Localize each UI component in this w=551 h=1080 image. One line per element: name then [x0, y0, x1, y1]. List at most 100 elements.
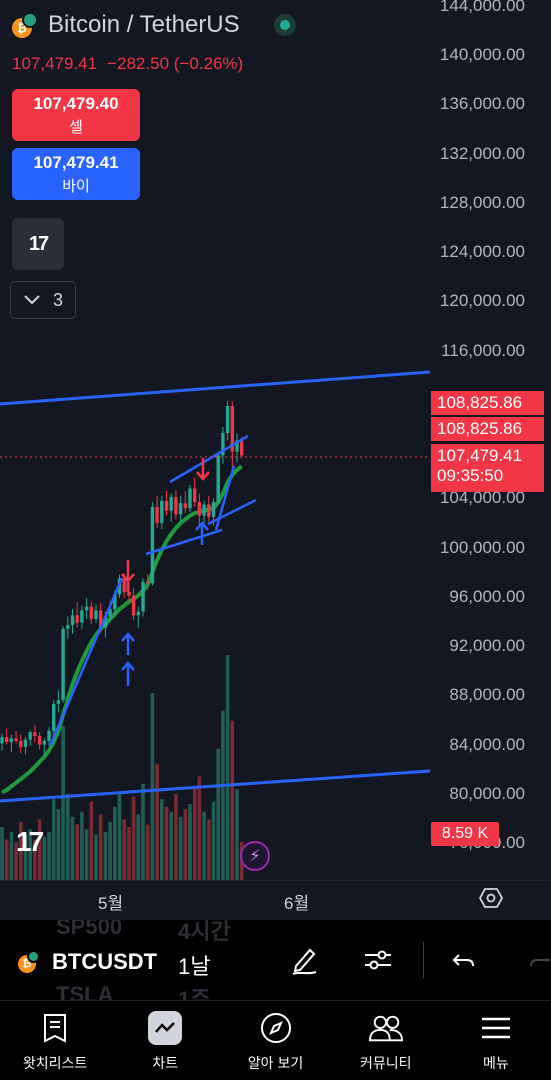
- candle: [146, 574, 150, 590]
- candle-body: [230, 406, 234, 452]
- candle-body: [103, 616, 108, 628]
- volume-bar: [4, 839, 9, 880]
- candle: [42, 738, 46, 756]
- volume-bar: [202, 811, 206, 880]
- btc-usdt-coin-icon: ₿: [12, 10, 42, 40]
- candle: [202, 500, 206, 525]
- candle: [141, 578, 145, 617]
- candle-body: [80, 610, 84, 623]
- candle-body: [33, 732, 37, 736]
- channel-line-a: [145, 528, 223, 556]
- drawings-layer: [0, 370, 431, 803]
- symbol-selector[interactable]: ₿ BTCUSDT: [18, 949, 157, 975]
- volume-bar: [14, 842, 18, 880]
- candle: [230, 401, 234, 469]
- nav-menu[interactable]: 메뉴: [441, 1001, 551, 1080]
- nav-label: 메뉴: [483, 1055, 509, 1071]
- time-axis[interactable]: 5월 6월: [0, 880, 551, 920]
- candle: [169, 493, 173, 522]
- candle-body: [136, 611, 140, 616]
- symbol-header[interactable]: ₿ Bitcoin / TetherUS: [12, 10, 296, 40]
- candle-body: [127, 591, 131, 596]
- volume-bar: [80, 811, 84, 880]
- candle-body: [5, 737, 9, 743]
- candle-body: [113, 594, 117, 610]
- sell-button[interactable]: 107,479.40 셀: [12, 89, 140, 141]
- candle-body: [99, 610, 103, 628]
- candle: [160, 495, 164, 530]
- chart-icon: [148, 1011, 183, 1045]
- nav-chart[interactable]: 차트: [110, 1001, 220, 1080]
- candle-body: [42, 740, 46, 745]
- volume-bar: [127, 826, 131, 880]
- last-price: 107,479.41: [12, 54, 98, 73]
- candle-body: [0, 737, 4, 744]
- drawing-pen-icon[interactable]: [286, 942, 322, 978]
- buy-label: 바이: [62, 178, 90, 195]
- candle: [207, 495, 211, 522]
- last-price-tag: 107,479.41 09:35:50: [431, 444, 544, 492]
- candle-body: [197, 502, 202, 516]
- volume-bar: [84, 829, 89, 880]
- candlestick-chart[interactable]: [0, 0, 551, 880]
- candle-body: [216, 455, 220, 503]
- y-axis-label: 128,000.00: [439, 192, 525, 212]
- volume-bar: [42, 837, 47, 880]
- candle: [136, 606, 140, 628]
- candle-body: [66, 625, 70, 629]
- sell-price: 107,479.40: [33, 94, 119, 113]
- indicator-settings-icon[interactable]: [360, 942, 396, 978]
- candle-body: [37, 735, 42, 745]
- volume-bar: [183, 809, 188, 880]
- trendline-upper: [0, 370, 431, 406]
- y-axis-label: 124,000.00: [439, 242, 525, 262]
- buy-price: 107,479.41: [33, 153, 119, 172]
- buy-button[interactable]: 107,479.41 바이: [12, 148, 140, 200]
- y-axis-label: 92,000.00: [449, 636, 525, 656]
- y-axis-label: 84,000.00: [449, 734, 525, 754]
- nav-watchlist[interactable]: 왓치리스트: [0, 1001, 110, 1080]
- candle-body: [52, 703, 56, 731]
- chart-pane[interactable]: ₿ Bitcoin / TetherUS 107,479.41 −282.50 …: [0, 0, 551, 920]
- moving-average-layer: [1, 464, 243, 795]
- redo-icon[interactable]: [522, 942, 551, 978]
- watchlist-icon: [38, 1011, 72, 1045]
- channel-line-c: [207, 498, 257, 526]
- candle-body: [183, 503, 187, 509]
- candle-body: [84, 606, 89, 611]
- symbol-title[interactable]: Bitcoin / TetherUS: [48, 11, 240, 38]
- volume-bar: [33, 839, 37, 880]
- y-axis-label: 120,000.00: [439, 291, 525, 311]
- nav-explore[interactable]: 알아 보기: [220, 1001, 330, 1080]
- candle-body: [225, 406, 230, 434]
- toolbar-divider: [423, 942, 424, 978]
- volume-bar: [103, 831, 108, 880]
- indicators-toggle[interactable]: 3: [10, 281, 76, 319]
- candle-body: [150, 506, 155, 584]
- tradingview-watermark: 17: [16, 826, 44, 857]
- volume-bar: [47, 831, 51, 880]
- chevron-down-icon: [23, 290, 41, 311]
- undo-icon[interactable]: [446, 942, 482, 978]
- y-axis-label: 132,000.00: [439, 143, 525, 163]
- interval-selector[interactable]: 1날: [178, 954, 211, 979]
- y-axis-label: 80,000.00: [449, 783, 525, 803]
- market-open-icon: [273, 14, 296, 36]
- y-axis-label: 100,000.00: [439, 537, 525, 557]
- candle: [19, 734, 23, 754]
- y-axis-label: 116,000.00: [441, 340, 525, 360]
- candle: [70, 609, 75, 634]
- trendline-lower: [0, 769, 431, 803]
- volume-bar: [136, 814, 141, 880]
- candle-body: [240, 440, 244, 456]
- tradingview-logo-button[interactable]: 17: [12, 218, 64, 270]
- lightning-icon[interactable]: ⚡: [240, 841, 270, 871]
- volume-bar: [131, 796, 136, 880]
- candle: [94, 604, 98, 623]
- volume-bar: [9, 831, 14, 880]
- nav-community[interactable]: 커뮤니티: [331, 1001, 441, 1080]
- volume-bar: [211, 801, 216, 880]
- chart-settings-icon[interactable]: [479, 886, 503, 910]
- candle: [28, 729, 32, 746]
- nav-label: 차트: [152, 1055, 179, 1071]
